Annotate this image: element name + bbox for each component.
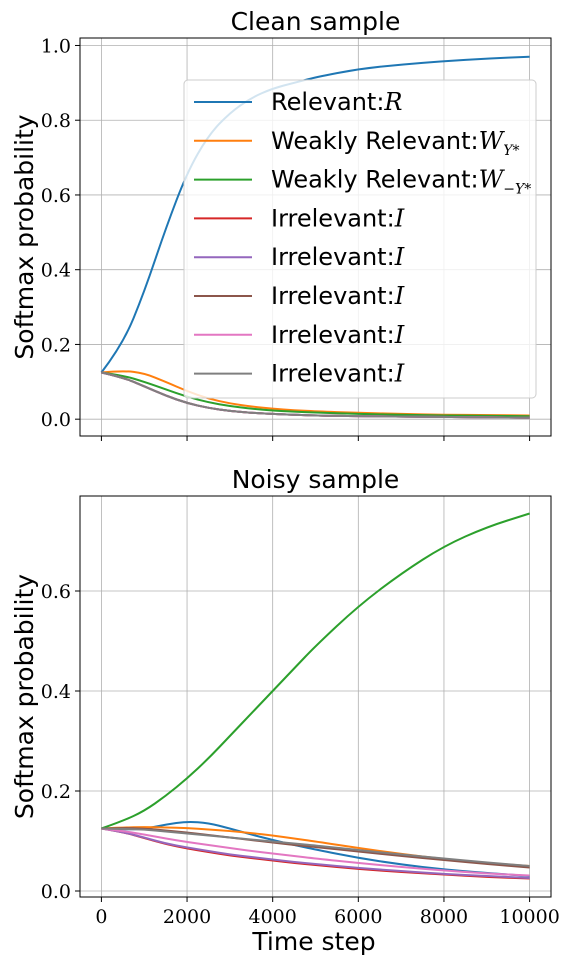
y-tick-label: 0.4 bbox=[41, 260, 71, 282]
legend-item: Relevant:R bbox=[194, 88, 403, 116]
legend-name: Irrelevant bbox=[271, 243, 387, 271]
legend-item: Irrelevant:I bbox=[194, 360, 405, 388]
y-tick-label: 0.4 bbox=[41, 681, 71, 703]
legend-math: W bbox=[479, 127, 506, 155]
legend-item: Irrelevant:I bbox=[194, 243, 405, 271]
series-line-6 bbox=[101, 827, 530, 877]
x-tick-label: 8000 bbox=[420, 906, 468, 928]
legend-box bbox=[183, 79, 537, 399]
legend-name: Irrelevant bbox=[271, 321, 387, 349]
legend-math-subscript: −Y* bbox=[503, 182, 531, 198]
y-tick-label: 0.6 bbox=[41, 185, 71, 207]
legend-item: Weakly Relevant:W−Y* bbox=[194, 166, 531, 198]
x-tick-label: 4000 bbox=[249, 906, 297, 928]
y-tick-label: 0.2 bbox=[41, 334, 71, 356]
legend-math: I bbox=[394, 204, 405, 232]
legend-math: I bbox=[394, 360, 405, 388]
y-axis-label: Softmax probability bbox=[10, 114, 39, 359]
series-line-5 bbox=[101, 827, 530, 869]
y-tick-label: 0.0 bbox=[41, 881, 71, 903]
legend-label: Irrelevant:I bbox=[271, 360, 405, 388]
legend-label: Weakly Relevant:WY* bbox=[271, 127, 520, 159]
series-line-4 bbox=[101, 827, 530, 879]
x-tick-label: 0 bbox=[95, 906, 107, 928]
legend-label: Irrelevant:I bbox=[271, 243, 405, 271]
y-tick-label: 1.0 bbox=[41, 35, 71, 57]
legend-math: W bbox=[479, 166, 506, 194]
legend-item: Weakly Relevant:WY* bbox=[194, 127, 520, 159]
x-tick-label: 10000 bbox=[499, 906, 559, 928]
x-tick-label: 6000 bbox=[334, 906, 382, 928]
axes-frame bbox=[79, 37, 552, 437]
legend-name: Weakly Relevant bbox=[271, 166, 471, 194]
series-line-7 bbox=[101, 827, 530, 867]
legend-math: I bbox=[394, 243, 405, 271]
figure-xlabel: Time step bbox=[251, 927, 375, 956]
legend-item: Irrelevant:I bbox=[194, 282, 405, 310]
legend-math: I bbox=[394, 321, 405, 349]
legend-math-subscript: Y* bbox=[503, 143, 519, 159]
legend-label: Relevant:R bbox=[271, 88, 403, 116]
clean-sample-panel: 0.0 0.2 0.4 0.6 0.8 1.0 Clean sample Softmax pr… bbox=[10, 7, 552, 441]
legend-name: Irrelevant bbox=[271, 360, 387, 388]
legend-label: Irrelevant:I bbox=[271, 282, 405, 310]
x-tick-label: 2000 bbox=[163, 906, 211, 928]
chart-title: Clean sample bbox=[231, 7, 401, 36]
axes-frame bbox=[79, 495, 552, 898]
y-tick-label: 0.0 bbox=[41, 409, 71, 431]
legend-name: Relevant bbox=[271, 88, 376, 116]
legend-item: Irrelevant:I bbox=[194, 321, 405, 349]
series-line-2 bbox=[101, 371, 530, 418]
noisy-sample-panel: 0 2000 4000 6000 8000 10000 0.0 0.2 0.4 0.6 Noisy … bbox=[10, 465, 560, 928]
legend-label: Irrelevant:I bbox=[271, 204, 405, 232]
legend-name: Irrelevant bbox=[271, 204, 387, 232]
y-tick-label: 0.6 bbox=[41, 581, 71, 603]
y-axis-label: Softmax probability bbox=[10, 574, 39, 819]
legend-label: Weakly Relevant:W−Y* bbox=[271, 166, 531, 198]
legend-name: Irrelevant bbox=[271, 282, 387, 310]
legend-label: Irrelevant:I bbox=[271, 321, 405, 349]
legend-math: I bbox=[394, 282, 405, 310]
series-line-2 bbox=[101, 512, 530, 830]
series-line-7 bbox=[101, 371, 530, 419]
legend-item: Irrelevant:I bbox=[194, 204, 405, 232]
legend-math: R bbox=[383, 88, 402, 116]
y-tick-label: 0.2 bbox=[41, 781, 71, 803]
legend-name: Weakly Relevant bbox=[271, 127, 471, 155]
y-tick-label: 0.8 bbox=[41, 110, 71, 132]
chart-title: Noisy sample bbox=[232, 465, 400, 494]
series-line-0 bbox=[101, 821, 530, 877]
